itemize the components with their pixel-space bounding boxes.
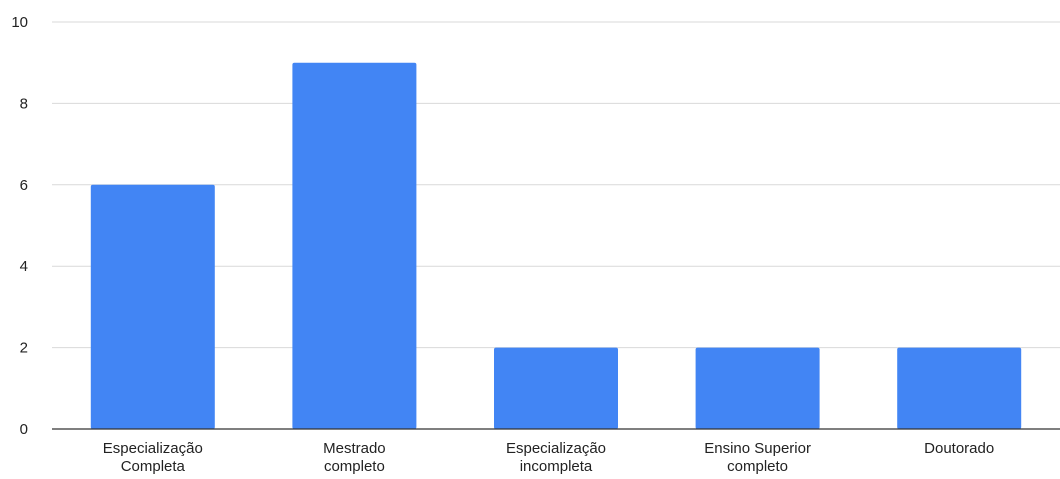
bar: [494, 347, 618, 429]
x-category-label: Especialização incompleta: [506, 440, 606, 475]
y-tick-label: 4: [20, 258, 28, 275]
x-category-label-line: Doutorado: [924, 440, 994, 457]
x-category-label: Ensino Superior completo: [704, 440, 811, 475]
x-category-label-line: incompleta: [520, 458, 593, 475]
x-category-label-line: Completa: [121, 458, 186, 475]
x-category-label: Mestrado completo: [323, 440, 386, 475]
bar: [897, 347, 1022, 429]
y-tick-label: 10: [11, 14, 28, 31]
bar: [90, 184, 215, 429]
y-tick-label: 8: [20, 95, 28, 112]
x-category-label-line: completo: [324, 458, 385, 475]
x-category-label-line: Mestrado: [323, 440, 386, 457]
x-category-label: Doutorado: [924, 440, 994, 457]
x-category-label: Especialização Completa: [103, 440, 203, 475]
x-category-label-line: Especialização: [103, 440, 203, 457]
x-category-label-line: Especialização: [506, 440, 606, 457]
x-category-label-line: completo: [727, 458, 788, 475]
y-tick-label: 0: [20, 421, 28, 438]
x-category-label-line: Ensino Superior: [704, 440, 811, 457]
bar: [695, 347, 820, 429]
y-tick-label: 2: [20, 340, 28, 357]
y-tick-label: 6: [20, 177, 28, 194]
bar: [292, 62, 417, 429]
